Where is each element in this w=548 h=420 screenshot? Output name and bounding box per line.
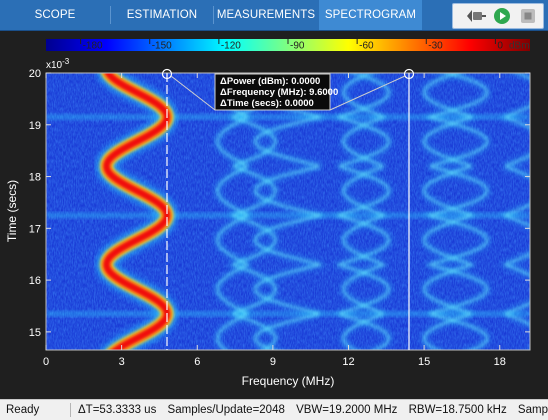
harmonic-trace bbox=[254, 73, 324, 350]
tab-spectrogram[interactable]: SPECTROGRAM bbox=[319, 0, 422, 30]
main-trace bbox=[102, 73, 172, 350]
pin-icon[interactable] bbox=[465, 7, 487, 25]
status-vbw: VBW=19.2000 MHz bbox=[296, 404, 398, 416]
status-delta-t: ΔT=53.3333 us bbox=[78, 404, 157, 416]
axis-ticks: 0 3 6 9 12 15 18 15 16 17 18 19 20 bbox=[29, 68, 530, 368]
cursor-handle[interactable] bbox=[161, 68, 173, 80]
x-axis-label: Frequency (MHz) bbox=[242, 374, 335, 388]
x-tick-label: 6 bbox=[194, 356, 200, 368]
cursor-layer bbox=[161, 68, 415, 350]
spectrogram-image bbox=[46, 73, 530, 350]
stop-icon[interactable] bbox=[519, 7, 537, 25]
tab-scope[interactable]: SCOPE bbox=[34, 9, 76, 21]
colorbar-tick-label: -120 bbox=[221, 41, 241, 52]
y-tick-label: 17 bbox=[29, 223, 41, 235]
x-tick-label: 12 bbox=[342, 356, 354, 368]
reversal-band bbox=[46, 114, 530, 121]
toolstrip: SCOPE ESTIMATION MEASUREMENTS SPECTROGRA… bbox=[0, 0, 548, 31]
simulation-controls bbox=[452, 3, 544, 29]
status-metrics: ΔT=53.3333 us Samples/Update=2048 VBW=19… bbox=[78, 400, 548, 420]
y-tick-label: 18 bbox=[29, 172, 41, 184]
y-tick-label: 20 bbox=[29, 68, 41, 80]
tab-divider bbox=[213, 6, 214, 24]
delta-datatip: ΔPower (dBm): 0.0000 ΔFrequency (MHz): 9… bbox=[214, 73, 338, 111]
harmonic-trace bbox=[427, 73, 488, 350]
tab-estimation[interactable]: ESTIMATION bbox=[126, 9, 198, 21]
colorbar-tick: 0 bbox=[494, 39, 503, 52]
harmonic-trace bbox=[216, 73, 249, 350]
y-axis-exponent: x10-3 bbox=[46, 57, 70, 71]
colorbar-tick-label: 0 bbox=[497, 41, 503, 52]
datatip-frequency: ΔFrequency (MHz): 9.6000 bbox=[220, 87, 338, 98]
harmonic-trace bbox=[503, 73, 530, 326]
colorbar-tick-label: -30 bbox=[428, 41, 443, 52]
harmonic-trace bbox=[342, 73, 386, 350]
datatip-leader bbox=[329, 75, 406, 111]
cursor-handle[interactable] bbox=[403, 68, 415, 80]
colorbar-tick-label: -60 bbox=[359, 41, 374, 52]
colorbar-tick-label: -90 bbox=[290, 41, 305, 52]
colorbar-tick: -60 bbox=[356, 39, 374, 52]
x-tick-label: 9 bbox=[270, 356, 276, 368]
colorbar-gradient bbox=[46, 39, 530, 51]
harmonic-trace bbox=[336, 73, 390, 350]
colorbar-tick: -90 bbox=[287, 39, 305, 52]
status-sample-rate: Sample Rate=38.4000 MHz bbox=[517, 404, 548, 416]
colorbar: -180 -150 -120 -90 -60 -30 0 dBm bbox=[46, 39, 530, 52]
status-samples-per-update: Samples/Update=2048 bbox=[167, 404, 285, 416]
plot-axes bbox=[45, 72, 531, 351]
run-icon[interactable] bbox=[493, 7, 511, 25]
x-tick-label: 15 bbox=[418, 356, 430, 368]
x-tick-label: 3 bbox=[119, 356, 125, 368]
status-bar: Ready ΔT=53.3333 us Samples/Update=2048 … bbox=[0, 399, 548, 420]
spectrogram-figure: -180 -150 -120 -90 -60 -30 0 dBm 0 3 6 9 12 15 18 15 1… bbox=[5, 39, 531, 388]
colorbar-tick: -120 bbox=[218, 39, 241, 52]
y-axis-label: Time (secs) bbox=[5, 180, 19, 242]
x-tick-label: 0 bbox=[43, 356, 49, 368]
status-rbw: RBW=18.7500 kHz bbox=[408, 404, 507, 416]
colorbar-tick: -30 bbox=[425, 39, 443, 52]
status-divider bbox=[70, 403, 71, 417]
colorbar-unit: dBm bbox=[509, 41, 530, 52]
colorbar-tick: -150 bbox=[149, 39, 172, 52]
datatip-leader bbox=[170, 75, 216, 111]
status-state: Ready bbox=[6, 404, 40, 416]
reversal-band bbox=[46, 212, 530, 219]
x-tick-label: 18 bbox=[494, 356, 506, 368]
harmonic-trace bbox=[423, 73, 474, 350]
reversal-band bbox=[46, 310, 530, 317]
colorbar-tick: -180 bbox=[80, 39, 103, 52]
tab-measurements[interactable]: MEASUREMENTS bbox=[216, 9, 316, 21]
tab-divider bbox=[110, 6, 111, 24]
datatip-power: ΔPower (dBm): 0.0000 bbox=[220, 76, 320, 87]
colorbar-tick-label: -180 bbox=[83, 41, 103, 52]
y-tick-label: 16 bbox=[29, 275, 41, 287]
y-tick-label: 19 bbox=[29, 120, 41, 132]
y-tick-label: 15 bbox=[29, 327, 41, 339]
colorbar-tick-label: -150 bbox=[152, 41, 172, 52]
datatip-time: ΔTime (secs): 0.0000 bbox=[220, 98, 314, 109]
